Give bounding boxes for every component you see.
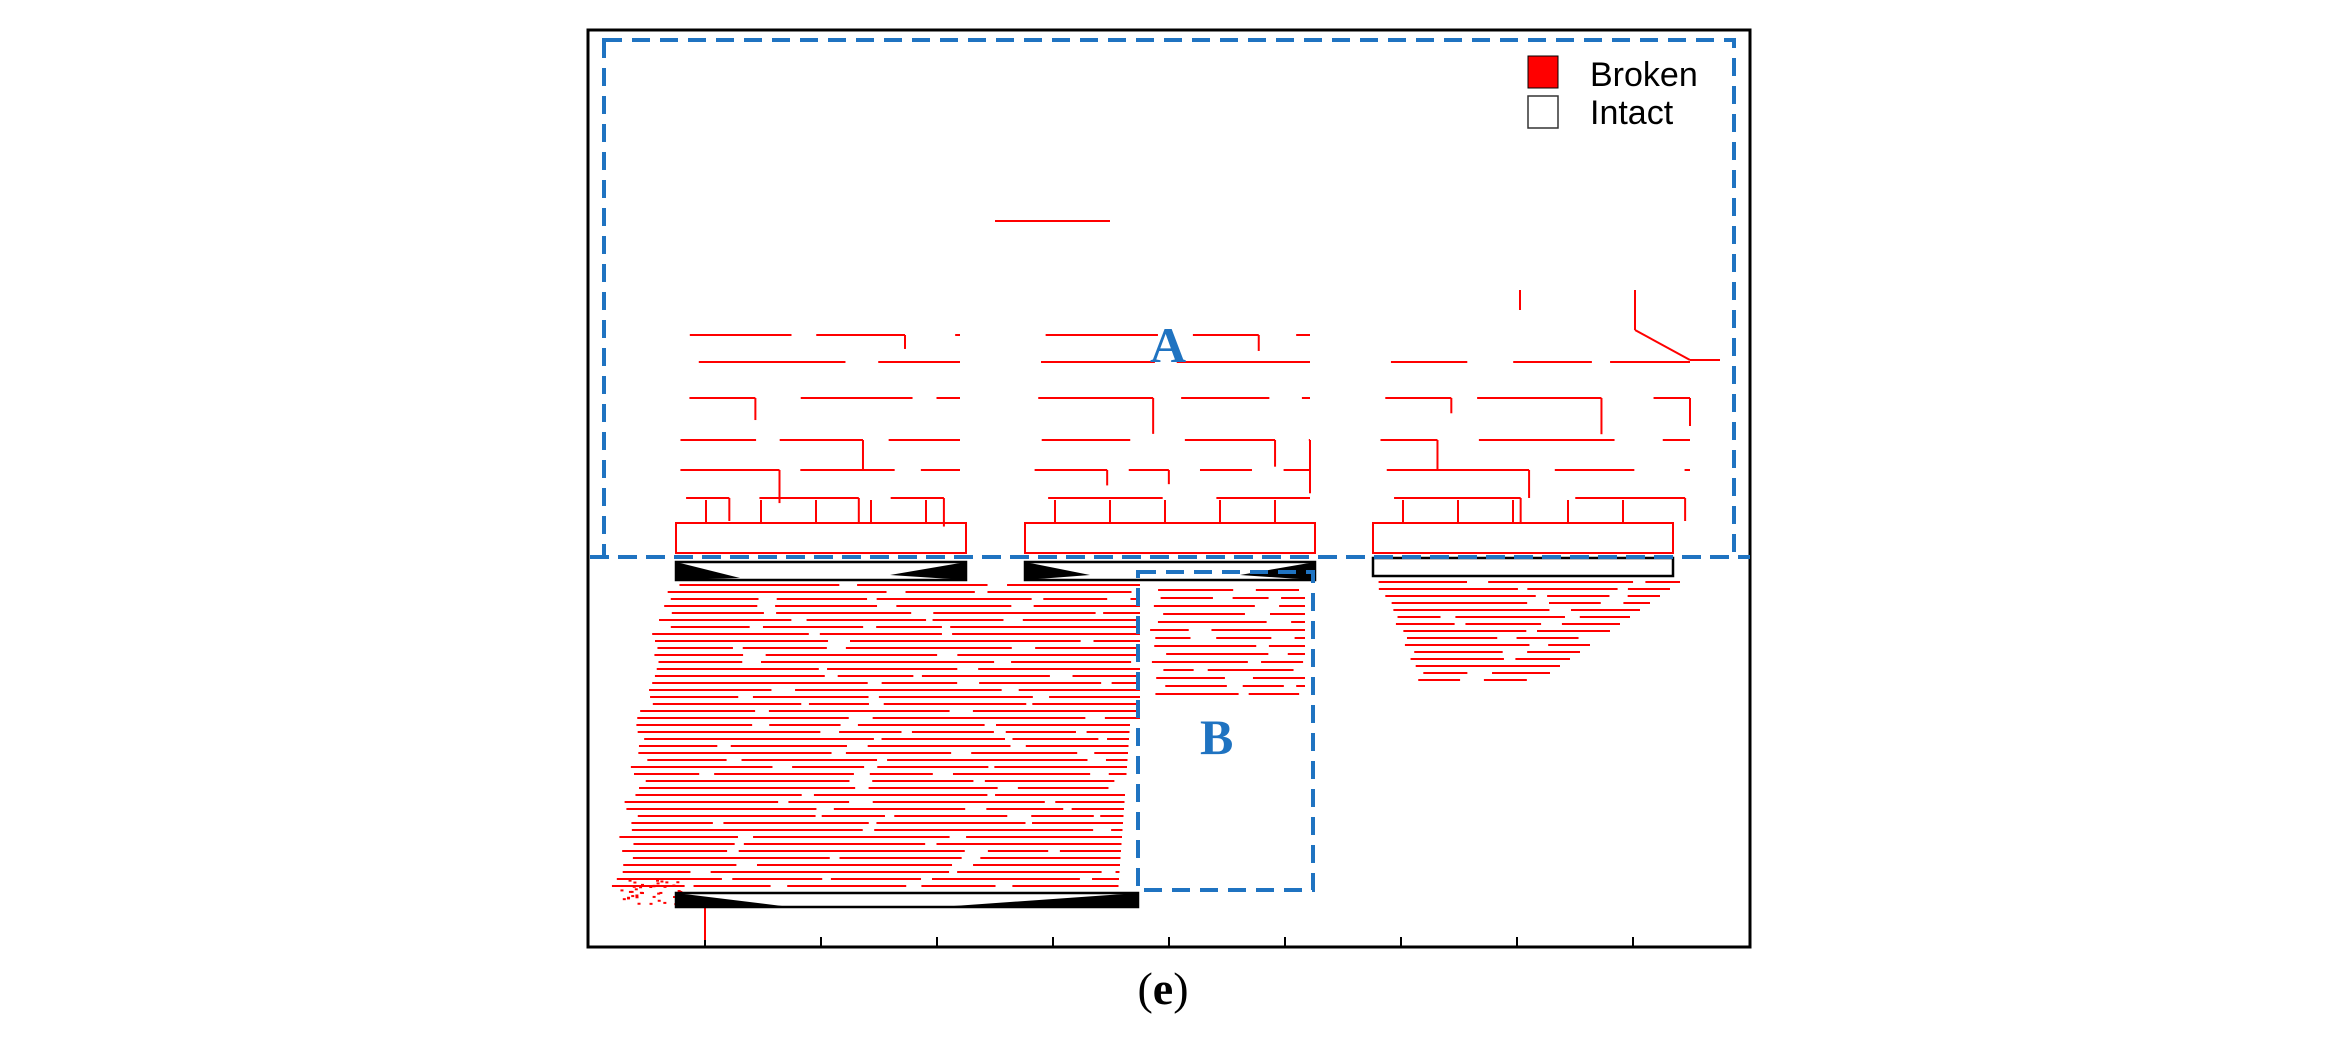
legend: Broken Intact	[1527, 55, 1698, 132]
region-b-label: B	[1200, 709, 1233, 765]
broken-cracks	[611, 220, 1720, 940]
region-a-boundary	[602, 38, 1736, 559]
figure-caption: (e)	[0, 962, 2326, 1015]
legend-swatch-intact	[1527, 95, 1559, 129]
seam-wedges	[676, 562, 1315, 907]
legend-label-intact: Intact	[1590, 94, 1674, 132]
crack-segment	[1634, 329, 1691, 361]
legend-swatch-broken	[1527, 55, 1559, 89]
legend-label-broken: Broken	[1590, 56, 1698, 94]
caption-open: (	[1137, 963, 1153, 1014]
region-b-boundary	[1136, 570, 1315, 892]
caption-letter: e	[1152, 963, 1174, 1014]
region-a-label: A	[1150, 317, 1186, 373]
broken-block-outlines	[675, 522, 1674, 554]
caption-close: )	[1173, 963, 1189, 1014]
